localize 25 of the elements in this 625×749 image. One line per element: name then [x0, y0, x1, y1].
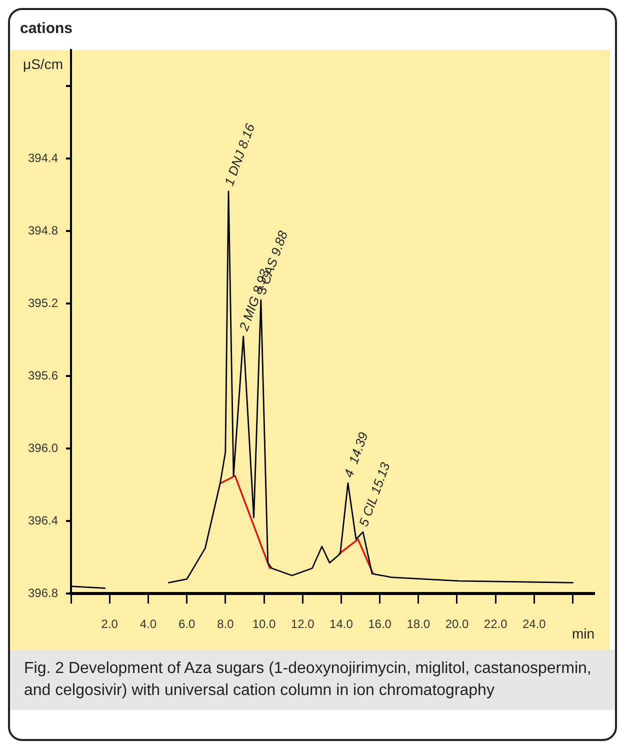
x-tick-label: 8.0: [217, 617, 234, 632]
caption: Fig. 2 Development of Aza sugars (1-deoxynojirimycin, miglitol, castanospermin, and celgosivir) with universal cation column in ion chromatography: [24, 659, 592, 701]
y-tick-label: 395.6: [28, 368, 58, 382]
y-tick-label: 396.4: [28, 513, 58, 528]
x-tick-label: 4.0: [140, 617, 157, 632]
x-tick-label: 2.0: [101, 617, 118, 632]
x-tick-label: 24.0: [522, 617, 546, 632]
x-tick-label: 22.0: [484, 617, 508, 632]
y-tick-label: 396.8: [28, 586, 58, 600]
x-axis-title: min: [572, 625, 595, 642]
y-tick-label: 395.2: [28, 296, 58, 310]
y-tick-label: 394.8: [28, 224, 58, 238]
x-tick-label: 10.0: [252, 617, 276, 632]
x-tick-label: 12.0: [290, 617, 315, 632]
x-tick-label: 20.0: [445, 617, 469, 632]
x-tick-label: 14.0: [330, 617, 354, 632]
y-axis-title: μS/cm: [23, 56, 63, 72]
x-tick-label: 16.0: [368, 617, 392, 632]
y-tick-label: 394.4: [28, 151, 58, 166]
x-tick-label: 18.0: [406, 617, 430, 632]
x-tick-label: 6.0: [178, 617, 196, 632]
y-tick-label: 396.0: [28, 440, 58, 455]
annotation: 4 14.39: [340, 430, 371, 480]
annotation: 1 DNJ 8.16: [221, 120, 258, 188]
chart-title: cations: [20, 20, 73, 38]
